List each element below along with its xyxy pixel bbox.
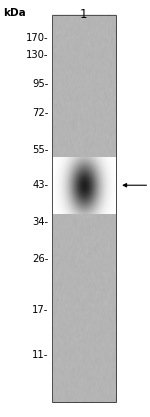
Text: 1: 1 [80,8,87,21]
Text: 11-: 11- [32,350,49,360]
Text: kDa: kDa [3,8,26,18]
Text: 43-: 43- [33,180,49,190]
Text: 170-: 170- [26,33,49,43]
Text: 34-: 34- [33,217,49,227]
Text: 17-: 17- [32,305,49,315]
Text: 130-: 130- [26,50,49,60]
Text: 95-: 95- [32,79,49,89]
Text: 55-: 55- [32,145,49,155]
FancyBboxPatch shape [52,15,116,402]
Text: 26-: 26- [32,254,49,264]
Text: 72-: 72- [32,108,49,118]
